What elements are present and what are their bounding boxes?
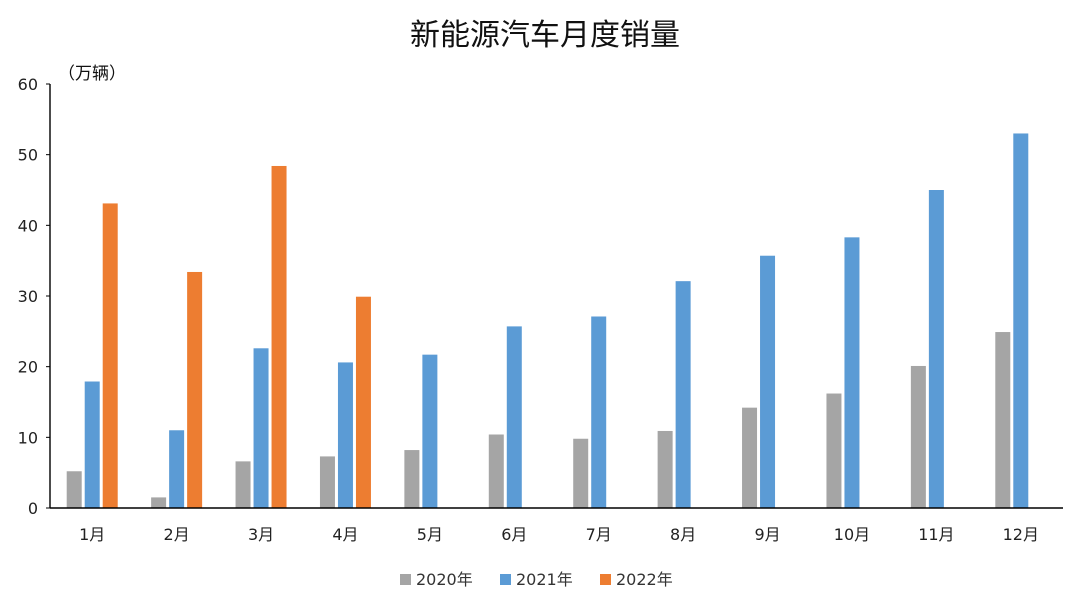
x-tick-label: 6月 — [501, 525, 527, 544]
bar-2021年-9月 — [760, 255, 776, 508]
x-tick-label: 8月 — [670, 525, 696, 544]
x-tick-label: 7月 — [586, 525, 612, 544]
y-tick-label: 50 — [18, 146, 38, 165]
bar-2020年-9月 — [742, 407, 758, 508]
x-tick-label: 4月 — [332, 525, 358, 544]
bar-2020年-8月 — [657, 430, 673, 508]
x-tick-label: 12月 — [1003, 525, 1039, 544]
y-axis-unit-label: （万辆） — [58, 64, 126, 84]
bar-2021年-5月 — [422, 354, 438, 508]
bar-2020年-7月 — [573, 438, 589, 508]
x-tick-label: 3月 — [248, 525, 274, 544]
bar-2021年-8月 — [675, 281, 691, 508]
bar-2020年-11月 — [910, 365, 926, 508]
x-tick-label: 11月 — [918, 525, 954, 544]
bar-2021年-2月 — [169, 430, 185, 508]
bar-2020年-5月 — [404, 450, 420, 508]
bar-2021年-7月 — [591, 316, 607, 508]
bar-2021年-10月 — [844, 237, 860, 508]
x-axis-ticks: 1月 2月 3月 4月 5月 6月 7月 8月 9月 10月 11月 12月 — [79, 525, 1039, 544]
bar-2022年-4月 — [355, 296, 371, 508]
bar-2020年-3月 — [235, 461, 251, 508]
legend-swatch-2021年 — [500, 574, 511, 585]
bar-2021年-11月 — [928, 190, 944, 508]
bar-2021年-12月 — [1013, 133, 1029, 508]
legend-label: 2020年 — [416, 570, 473, 589]
bar-2020年-4月 — [319, 456, 335, 508]
legend-swatch-2020年 — [400, 574, 411, 585]
x-tick-label: 2月 — [164, 525, 190, 544]
bar-2020年-2月 — [151, 497, 167, 508]
bar-2021年-3月 — [253, 348, 269, 508]
bar-2021年-1月 — [84, 381, 100, 508]
x-tick-label: 5月 — [417, 525, 443, 544]
bar-2021年-6月 — [506, 326, 522, 508]
bar-2022年-1月 — [102, 203, 118, 508]
bar-2020年-12月 — [995, 332, 1011, 508]
y-tick-label: 60 — [18, 75, 38, 94]
bar-2022年-2月 — [187, 271, 203, 508]
x-tick-label: 10月 — [834, 525, 870, 544]
y-tick-label: 0 — [28, 499, 38, 518]
legend: 2020年 2021年 2022年 — [400, 570, 673, 589]
y-tick-label: 30 — [18, 287, 38, 306]
legend-label: 2022年 — [616, 570, 673, 589]
chart-title: 新能源汽车月度销量 — [410, 18, 680, 53]
bar-2020年-10月 — [826, 393, 842, 508]
x-tick-label: 1月 — [79, 525, 105, 544]
y-axis-ticks: 0 10 20 30 40 50 60 — [18, 75, 50, 518]
legend-swatch-2022年 — [600, 574, 611, 585]
bar-2020年-6月 — [488, 434, 504, 508]
y-tick-label: 40 — [18, 216, 38, 235]
bar-2020年-1月 — [66, 471, 82, 508]
legend-label: 2021年 — [516, 570, 573, 589]
x-tick-label: 9月 — [754, 525, 780, 544]
bar-marks — [66, 133, 1029, 508]
y-tick-label: 20 — [18, 358, 38, 377]
bar-2022年-3月 — [271, 165, 287, 508]
bar-2021年-4月 — [337, 362, 353, 508]
y-tick-label: 10 — [18, 428, 38, 447]
